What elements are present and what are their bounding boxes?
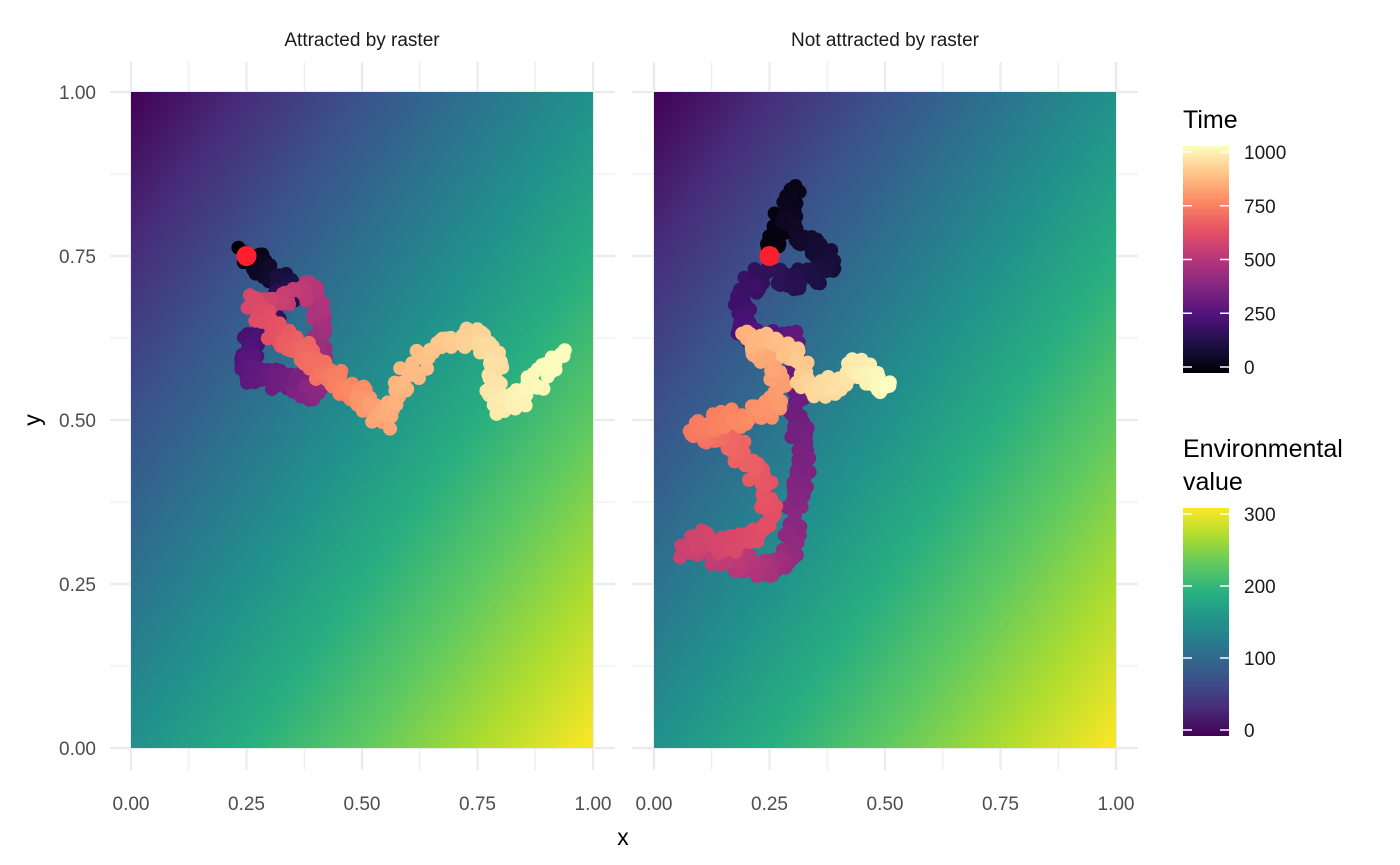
x-tick-label: 0.00	[636, 794, 673, 815]
x-tick-label: 1.00	[1098, 794, 1135, 815]
trajectory-point	[455, 328, 470, 343]
trajectory-point	[698, 525, 713, 540]
trajectory-point	[807, 241, 822, 256]
trajectory-point	[389, 397, 404, 412]
x-tick-label: 0.75	[982, 794, 1019, 815]
trajectory-point	[530, 378, 545, 393]
trajectory-point	[444, 339, 459, 354]
y-axis-title: y	[19, 414, 45, 426]
panel-1: Attracted by raster 0.00 0.25 0.50 0.75 1.00	[110, 30, 615, 815]
trajectory-point	[302, 352, 317, 367]
legend-label: 300	[1244, 505, 1276, 526]
x-tick-label: 1.00	[575, 794, 612, 815]
y-tick-label: 0.25	[59, 575, 96, 596]
start-point	[236, 246, 257, 266]
legend-1: Time 0 250 500 750 1000	[1183, 106, 1286, 379]
trajectory-point	[802, 451, 817, 466]
legend-title: Time	[1183, 106, 1238, 134]
trajectory-point	[786, 420, 801, 435]
trajectory-point	[770, 333, 785, 348]
legend-title: Environmental	[1183, 435, 1343, 463]
trajectory-point	[737, 270, 752, 285]
x-tick-label: 0.00	[113, 794, 150, 815]
trajectory-point	[422, 342, 437, 357]
trajectory-point	[489, 406, 504, 421]
y-tick-label: 1.00	[59, 83, 96, 104]
start-point	[759, 246, 780, 266]
legend-title: value	[1183, 468, 1243, 496]
trajectory-point	[821, 369, 836, 384]
y-tick-label: 0.75	[59, 247, 96, 268]
legend-layer: Time 0 250 500 750 1000 Environmental value 0 100…	[1183, 106, 1343, 742]
legend-label: 250	[1244, 304, 1276, 325]
legend-label: 100	[1244, 649, 1276, 670]
trajectory-point	[758, 491, 773, 506]
x-tick-label: 0.50	[344, 794, 381, 815]
panel-title: Not attracted by raster	[791, 30, 980, 51]
legend-label: 0	[1244, 358, 1255, 379]
x-axis-title: x	[617, 824, 629, 850]
trajectory-point	[269, 378, 284, 393]
trajectory-point	[746, 279, 761, 294]
trajectory-point	[878, 380, 892, 395]
trajectory-point	[420, 361, 435, 376]
trajectory-point	[763, 230, 778, 245]
y-tick-label: 0.00	[59, 739, 96, 760]
trajectory-point	[751, 403, 766, 418]
trajectory-point	[788, 352, 803, 367]
legend-label: 0	[1244, 721, 1255, 742]
x-tick-label: 0.25	[751, 794, 788, 815]
trajectory-point	[845, 352, 860, 367]
y-tick-label: 0.50	[59, 411, 96, 432]
legend-label: 500	[1244, 251, 1276, 272]
trajectory-points	[673, 179, 897, 584]
trajectory-point	[738, 458, 753, 473]
x-tick-label: 0.50	[867, 794, 904, 815]
panel-2: Not attracted by raster 0.00 0.25 0.50 0.75 1…	[632, 30, 1138, 815]
environmental-raster	[131, 92, 593, 748]
trajectory-point	[548, 362, 563, 377]
trajectory-point	[383, 421, 398, 436]
legend-label: 1000	[1244, 143, 1286, 164]
trajectory-point	[766, 363, 781, 378]
trajectory-point	[754, 477, 769, 492]
trajectory-point	[491, 355, 506, 370]
legend-colorbar	[1183, 508, 1229, 736]
x-tick-label: 0.25	[228, 794, 265, 815]
trajectory-point	[553, 347, 568, 362]
trajectory-point	[340, 381, 355, 396]
panel-title: Attracted by raster	[284, 30, 440, 51]
legend-label: 750	[1244, 197, 1276, 218]
trajectory-point	[690, 537, 705, 552]
legend-label: 200	[1244, 577, 1276, 598]
legend-2: Environmental value 0 100 200 300	[1183, 435, 1343, 742]
x-tick-label: 0.75	[459, 794, 496, 815]
trajectory-point	[770, 276, 785, 291]
trajectory-point	[711, 545, 726, 560]
trajectory-point	[404, 366, 419, 381]
